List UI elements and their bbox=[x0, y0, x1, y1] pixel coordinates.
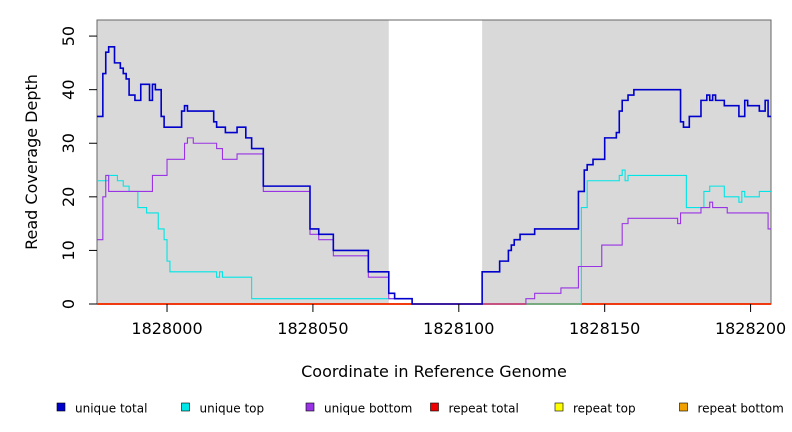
series-line-unique-bottom bbox=[97, 137, 771, 305]
legend-label-unique-total: unique total bbox=[75, 402, 147, 416]
y-tick-label: 10 bbox=[59, 240, 78, 260]
x-tick-label: 1828150 bbox=[569, 319, 640, 338]
legend-swatch-repeat-top bbox=[554, 402, 564, 412]
series-line-unique-total bbox=[97, 45, 771, 305]
shaded-regions bbox=[97, 20, 771, 304]
shaded-region-2 bbox=[482, 20, 771, 304]
legend-label-unique-bottom: unique bottom bbox=[324, 402, 412, 416]
legend-label-repeat-top: repeat top bbox=[573, 402, 636, 416]
axes: 1828000 1828050 1828100 1828150 1828200 0 10 20… bbox=[59, 26, 786, 338]
x-tick-label: 1828100 bbox=[423, 319, 494, 338]
legend-swatch-unique-total bbox=[56, 402, 66, 412]
legend-label-repeat-bottom: repeat bottom bbox=[698, 402, 784, 416]
y-tick-label: 40 bbox=[59, 79, 78, 99]
shaded-region-1 bbox=[97, 20, 389, 304]
legend-swatch-repeat-bottom bbox=[679, 402, 688, 412]
legend-label-repeat-total: repeat total bbox=[449, 402, 519, 416]
y-tick-label: 50 bbox=[59, 26, 78, 46]
legend-swatch-unique-top bbox=[181, 402, 190, 412]
y-tick-label: 20 bbox=[59, 187, 78, 207]
legend-label-unique-top: unique top bbox=[200, 402, 265, 416]
x-tick-label: 1828000 bbox=[131, 319, 202, 338]
y-axis-title: Read Coverage Depth bbox=[22, 74, 41, 250]
x-axis-title: Coordinate in Reference Genome bbox=[301, 362, 567, 381]
legend-swatch-repeat-total bbox=[430, 402, 439, 412]
legend: unique total unique top unique bottom repea… bbox=[56, 402, 784, 416]
x-tick-label: 1828200 bbox=[715, 319, 786, 338]
y-tick-label: 0 bbox=[59, 299, 78, 309]
series-lines bbox=[97, 45, 771, 305]
x-tick-label: 1828050 bbox=[277, 319, 348, 338]
y-tick-label: 30 bbox=[59, 133, 78, 153]
legend-swatch-unique-bottom bbox=[305, 402, 315, 412]
